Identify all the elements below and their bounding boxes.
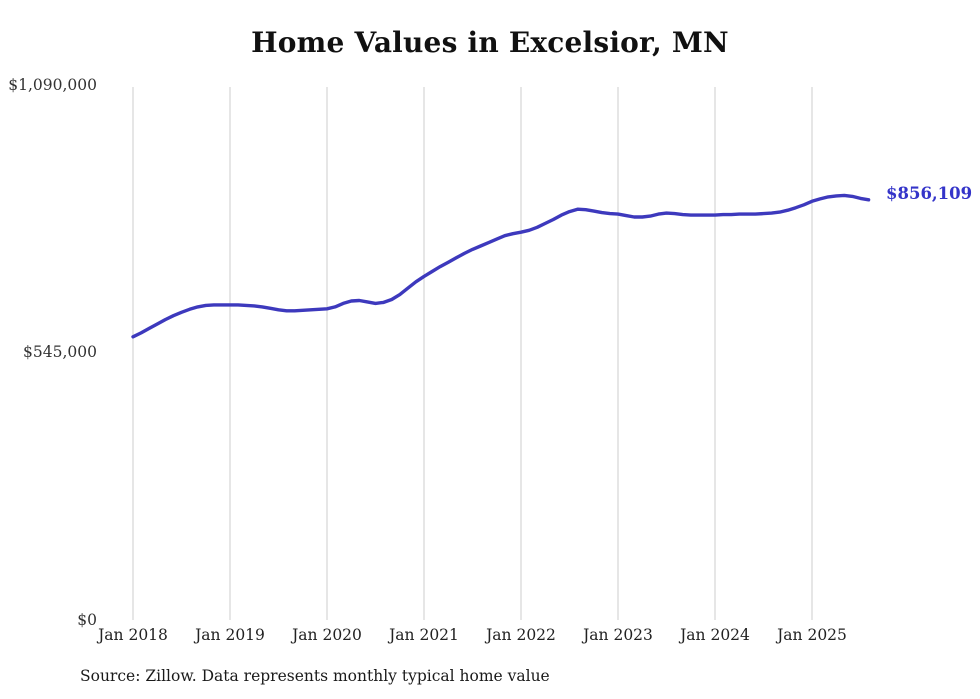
y-axis-label-mid: $545,000: [23, 343, 97, 361]
x-axis-label-2018: Jan 2018: [98, 626, 168, 644]
x-axis-label-2020: Jan 2020: [292, 626, 362, 644]
source-note: Source: Zillow. Data represents monthly …: [80, 667, 550, 685]
x-axis-label-2023: Jan 2023: [583, 626, 653, 644]
y-axis-label-zero: $0: [77, 611, 97, 629]
y-axis-label-max: $1,090,000: [8, 76, 97, 94]
x-axis-label-2021: Jan 2021: [389, 626, 459, 644]
x-axis-label-2022: Jan 2022: [486, 626, 556, 644]
latest-value-label: $856,109: [886, 184, 973, 203]
x-axis-label-2019: Jan 2019: [195, 626, 265, 644]
home-value-line: [131, 193, 871, 339]
x-axis-label-2024: Jan 2024: [680, 626, 750, 644]
x-axis-label-2025: Jan 2025: [777, 626, 847, 644]
chart-title: Home Values in Excelsior, MN: [251, 26, 729, 59]
